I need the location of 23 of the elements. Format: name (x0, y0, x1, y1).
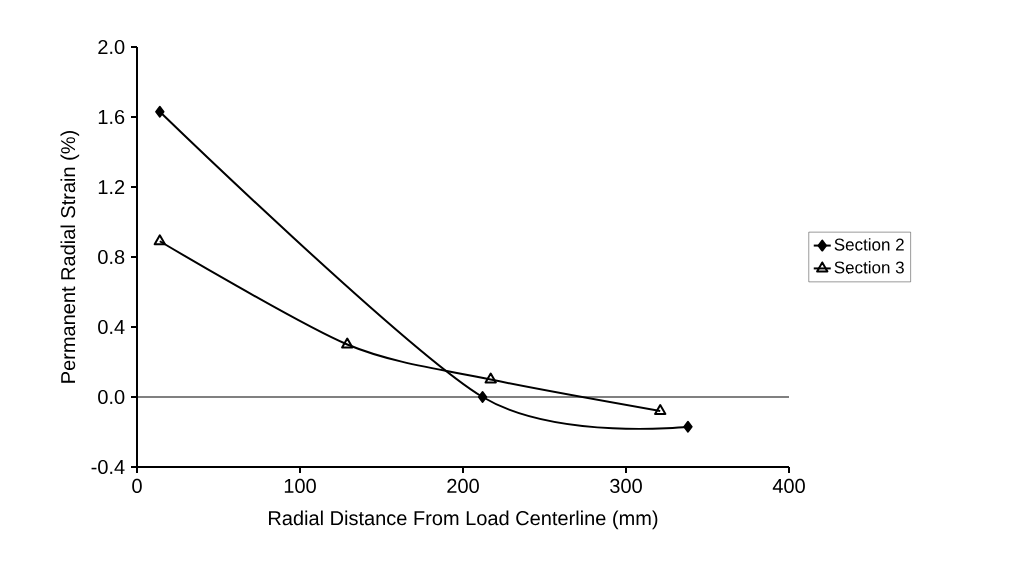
x-tick-label: 400 (772, 478, 805, 494)
point (477, 391, 488, 403)
point (654, 404, 667, 415)
y-tick-label: -0.4 (91, 459, 125, 475)
y-tick-label: 0.8 (98, 249, 125, 265)
y-tick-label: 2.0 (98, 39, 125, 55)
x-tick-label: 300 (610, 478, 642, 494)
x-axis-title: Radial Distance From Load Centerline (mm) (269, 510, 658, 530)
y-tick-label: 0.0 (98, 389, 125, 405)
x-tick-label: 0 (132, 478, 142, 494)
legend-label: Section 2 (834, 238, 904, 251)
point (155, 105, 165, 118)
legend-label: Section 3 (834, 260, 904, 274)
point (153, 234, 166, 246)
x-tick-label: 200 (447, 478, 479, 494)
point (683, 420, 693, 433)
point (341, 337, 354, 349)
x-tick-label: 100 (284, 478, 316, 494)
point (484, 372, 497, 384)
y-tick-label: 1.6 (98, 109, 125, 125)
y-tick-label: 0.4 (98, 319, 125, 335)
y-tick-label: 1.2 (98, 180, 125, 194)
y-axis-title: Permanent Radial Strain (%) (60, 131, 80, 383)
